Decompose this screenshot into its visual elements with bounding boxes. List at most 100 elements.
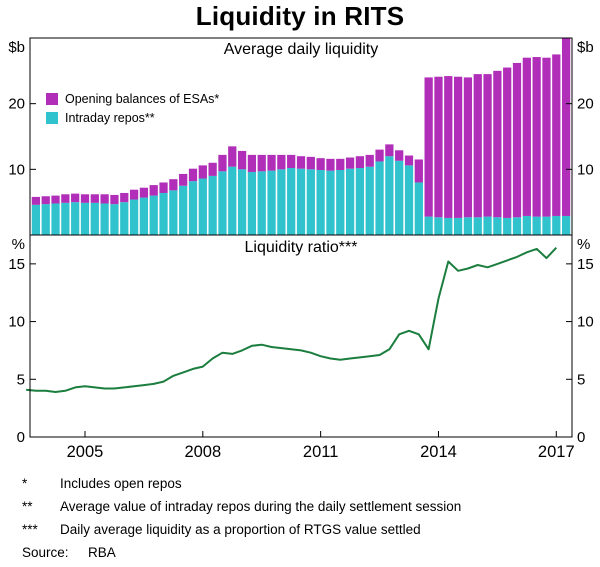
bar-segment: [375, 149, 384, 162]
bar-segment: [326, 170, 335, 235]
bar-segment: [61, 194, 70, 203]
bar-segment: [188, 168, 198, 182]
bar-segment: [483, 216, 492, 235]
bar-segment: [414, 159, 423, 183]
bar-segment: [129, 189, 139, 200]
bar-segment: [542, 216, 551, 235]
bar-segment: [228, 166, 237, 235]
bar-segment: [296, 156, 306, 169]
footnote-3-marker: ***: [22, 521, 38, 537]
y-axis-unit-top-left: $b: [8, 39, 25, 56]
bar-segment: [218, 171, 227, 235]
bar-segment: [71, 202, 80, 235]
bar-segment: [493, 70, 502, 218]
y-tick-label: 10: [8, 161, 25, 178]
bar-segment: [129, 199, 139, 235]
bar-segment: [208, 175, 217, 235]
bar-segment: [385, 144, 394, 157]
x-tick-label: 2005: [67, 443, 104, 461]
y-tick-label: 5: [17, 371, 25, 388]
bar-segment: [316, 169, 325, 235]
panel-title-liquidity-ratio: Liquidity ratio***: [244, 239, 358, 256]
y-tick-label: 10: [577, 314, 594, 331]
bar-segment: [296, 168, 306, 235]
footnotes: * Includes open repos ** Average value o…: [22, 476, 588, 567]
y-tick-label: 20: [8, 96, 25, 113]
bar-segment: [237, 169, 247, 235]
bar-segment: [257, 154, 266, 172]
bar-segment: [149, 195, 158, 235]
bar-segment: [542, 57, 551, 217]
bar-segment: [395, 150, 404, 161]
footnote-2-marker: **: [22, 498, 33, 514]
legend-swatch-repos-icon: [46, 112, 58, 124]
bar-segment: [512, 217, 522, 235]
bar-segment: [522, 215, 531, 235]
bar-segment: [80, 194, 90, 203]
bar-segment: [355, 156, 365, 169]
bar-segment: [424, 216, 433, 235]
bar-segment: [41, 204, 50, 235]
bar-segment: [345, 157, 355, 169]
bar-segment: [561, 38, 571, 216]
bar-segment: [257, 171, 266, 235]
bar-segment: [552, 54, 561, 216]
bar-segment: [208, 162, 217, 176]
bar-segment: [139, 187, 149, 198]
bar-segment: [365, 154, 374, 167]
bar-segment: [404, 155, 414, 166]
legend-item-intraday-repos: Intraday repos**: [46, 111, 219, 125]
bar-segment: [453, 76, 463, 218]
bar-segment: [228, 146, 237, 167]
bar-segment: [561, 215, 571, 235]
footnote-3-text: Daily average liquidity as a proportion …: [60, 521, 421, 537]
bar-segment: [424, 77, 433, 217]
bar-segment: [159, 192, 168, 235]
bar-segment: [277, 154, 286, 170]
bar-segment: [316, 158, 325, 170]
bar-segment: [355, 168, 365, 235]
bar-segment: [110, 204, 119, 235]
bar-segment: [218, 154, 227, 172]
bar-segment: [493, 217, 502, 235]
bar-segment: [532, 57, 541, 217]
bar-segment: [512, 62, 522, 218]
x-tick-label: 2017: [538, 443, 575, 461]
footnote-1: * Includes open repos: [22, 476, 588, 493]
bar-segment: [80, 202, 90, 235]
panel-title-average-daily-liquidity: Average daily liquidity: [223, 41, 379, 58]
y-tick-label: 0: [17, 429, 25, 446]
legend-label-esa: Opening balances of ESAs*: [65, 92, 220, 106]
bar-segment: [365, 166, 374, 235]
bar-segment: [169, 179, 178, 191]
y-tick-label: 15: [577, 256, 594, 273]
footnote-2: ** Average value of intraday repos durin…: [22, 499, 588, 516]
y-tick-label: 5: [577, 371, 585, 388]
y-tick-label: 0: [577, 429, 585, 446]
footnote-1-marker: *: [22, 476, 28, 491]
y-axis-unit-bottom-left: %: [11, 236, 25, 253]
bar-segment: [188, 181, 198, 235]
x-tick-label: 2011: [303, 443, 338, 461]
bar-segment: [385, 156, 394, 235]
source-label: Source:: [22, 544, 69, 560]
bar-segment: [120, 192, 129, 203]
y-tick-label: 15: [8, 256, 25, 273]
bar-segment: [503, 217, 512, 235]
bar-segment: [120, 202, 129, 235]
bar-segment: [345, 168, 355, 235]
source-line: Source: RBA: [22, 545, 588, 562]
y-tick-label: 10: [577, 161, 594, 178]
bar-segment: [287, 154, 296, 169]
page-title: Liquidity in RITS: [195, 1, 405, 31]
bar-segment: [31, 204, 41, 235]
bar-segment: [198, 165, 207, 179]
bar-segment: [375, 161, 384, 235]
y-tick-label: 20: [577, 96, 594, 113]
bar-segment: [237, 150, 247, 170]
bar-segment: [267, 170, 276, 235]
footnote-2-text: Average value of intraday repos during t…: [60, 498, 462, 514]
legend-label-repos: Intraday repos**: [65, 111, 155, 125]
